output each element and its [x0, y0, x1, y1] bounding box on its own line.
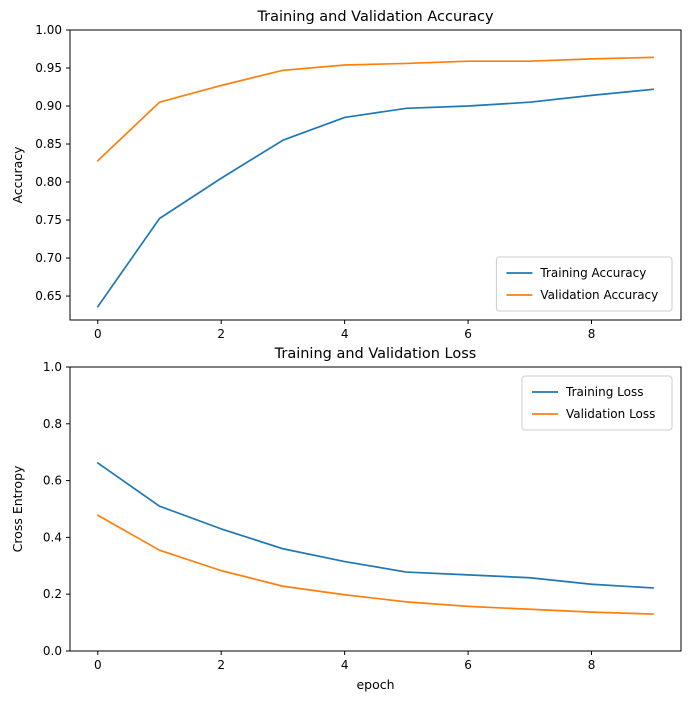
loss-chart-legend-frame: [521, 375, 673, 431]
accuracy-chart-xtick-label: 8: [588, 327, 596, 341]
accuracy-chart-xtick-label: 6: [464, 327, 472, 341]
accuracy-chart-legend: Training Accuracy Validation Accuracy: [495, 256, 673, 312]
loss-chart-axes-frame: [69, 366, 682, 652]
accuracy-chart-series-training-accuracy: [96, 88, 655, 308]
accuracy-chart-ytick-label: 0.80: [35, 175, 62, 189]
loss-chart-xtick-label: 4: [341, 658, 349, 672]
loss-chart-legend-label: Training Loss: [565, 385, 643, 399]
accuracy-chart-legend-label: Validation Accuracy: [540, 288, 658, 302]
accuracy-chart-ytick-label: 0.95: [35, 61, 62, 75]
loss-chart-ytick-label: 0.2: [43, 587, 62, 601]
loss-chart-title: Training and Validation Loss: [274, 346, 477, 362]
accuracy-chart-legend-label: Training Accuracy: [539, 266, 646, 280]
loss-chart-legend: Training Loss Validation Loss: [521, 375, 673, 431]
accuracy-chart-axes-frame: [69, 29, 682, 321]
loss-chart-legend-label: Validation Loss: [566, 407, 655, 421]
loss-chart-series-training-loss: [96, 462, 655, 589]
accuracy-chart-ytick-label: 0.90: [35, 99, 62, 113]
loss-chart-xtick-label: 8: [588, 658, 596, 672]
accuracy-chart-series-validation-accuracy: [96, 56, 655, 162]
accuracy-chart: Training and Validation Accuracy 0.65 0.70…: [10, 9, 682, 341]
accuracy-chart-ytick-label: 0.85: [35, 137, 62, 151]
loss-chart-xtick-label: 2: [217, 658, 225, 672]
accuracy-chart-title: Training and Validation Accuracy: [256, 9, 494, 25]
accuracy-chart-xtick-label: 4: [341, 327, 349, 341]
loss-chart-xtick-label: 6: [464, 658, 472, 672]
loss-chart-ytick-label: 0.0: [43, 644, 62, 658]
loss-chart-ylabel: Cross Entropy: [10, 465, 25, 552]
loss-chart-ytick-label: 0.6: [43, 474, 62, 488]
accuracy-chart-xtick-label: 0: [94, 327, 102, 341]
accuracy-chart-legend-frame: [495, 256, 673, 312]
loss-chart: Training and Validation Loss 0.0 0.2 0.4 0.6…: [10, 346, 682, 692]
accuracy-chart-ylabel: Accuracy: [10, 146, 25, 204]
accuracy-chart-ytick-label: 1.00: [35, 23, 62, 37]
accuracy-chart-ytick-label: 0.65: [35, 289, 62, 303]
loss-chart-ytick-label: 0.4: [43, 530, 62, 544]
accuracy-chart-ytick-label: 0.70: [35, 251, 62, 265]
loss-chart-ytick-label: 1.0: [43, 360, 62, 374]
accuracy-chart-ytick-label: 0.75: [35, 213, 62, 227]
loss-chart-ytick-label: 0.8: [43, 417, 62, 431]
loss-chart-xtick-label: 0: [94, 658, 102, 672]
accuracy-chart-xtick-label: 2: [217, 327, 225, 341]
loss-chart-series-validation-loss: [96, 514, 655, 615]
loss-chart-xlabel: epoch: [356, 677, 394, 692]
